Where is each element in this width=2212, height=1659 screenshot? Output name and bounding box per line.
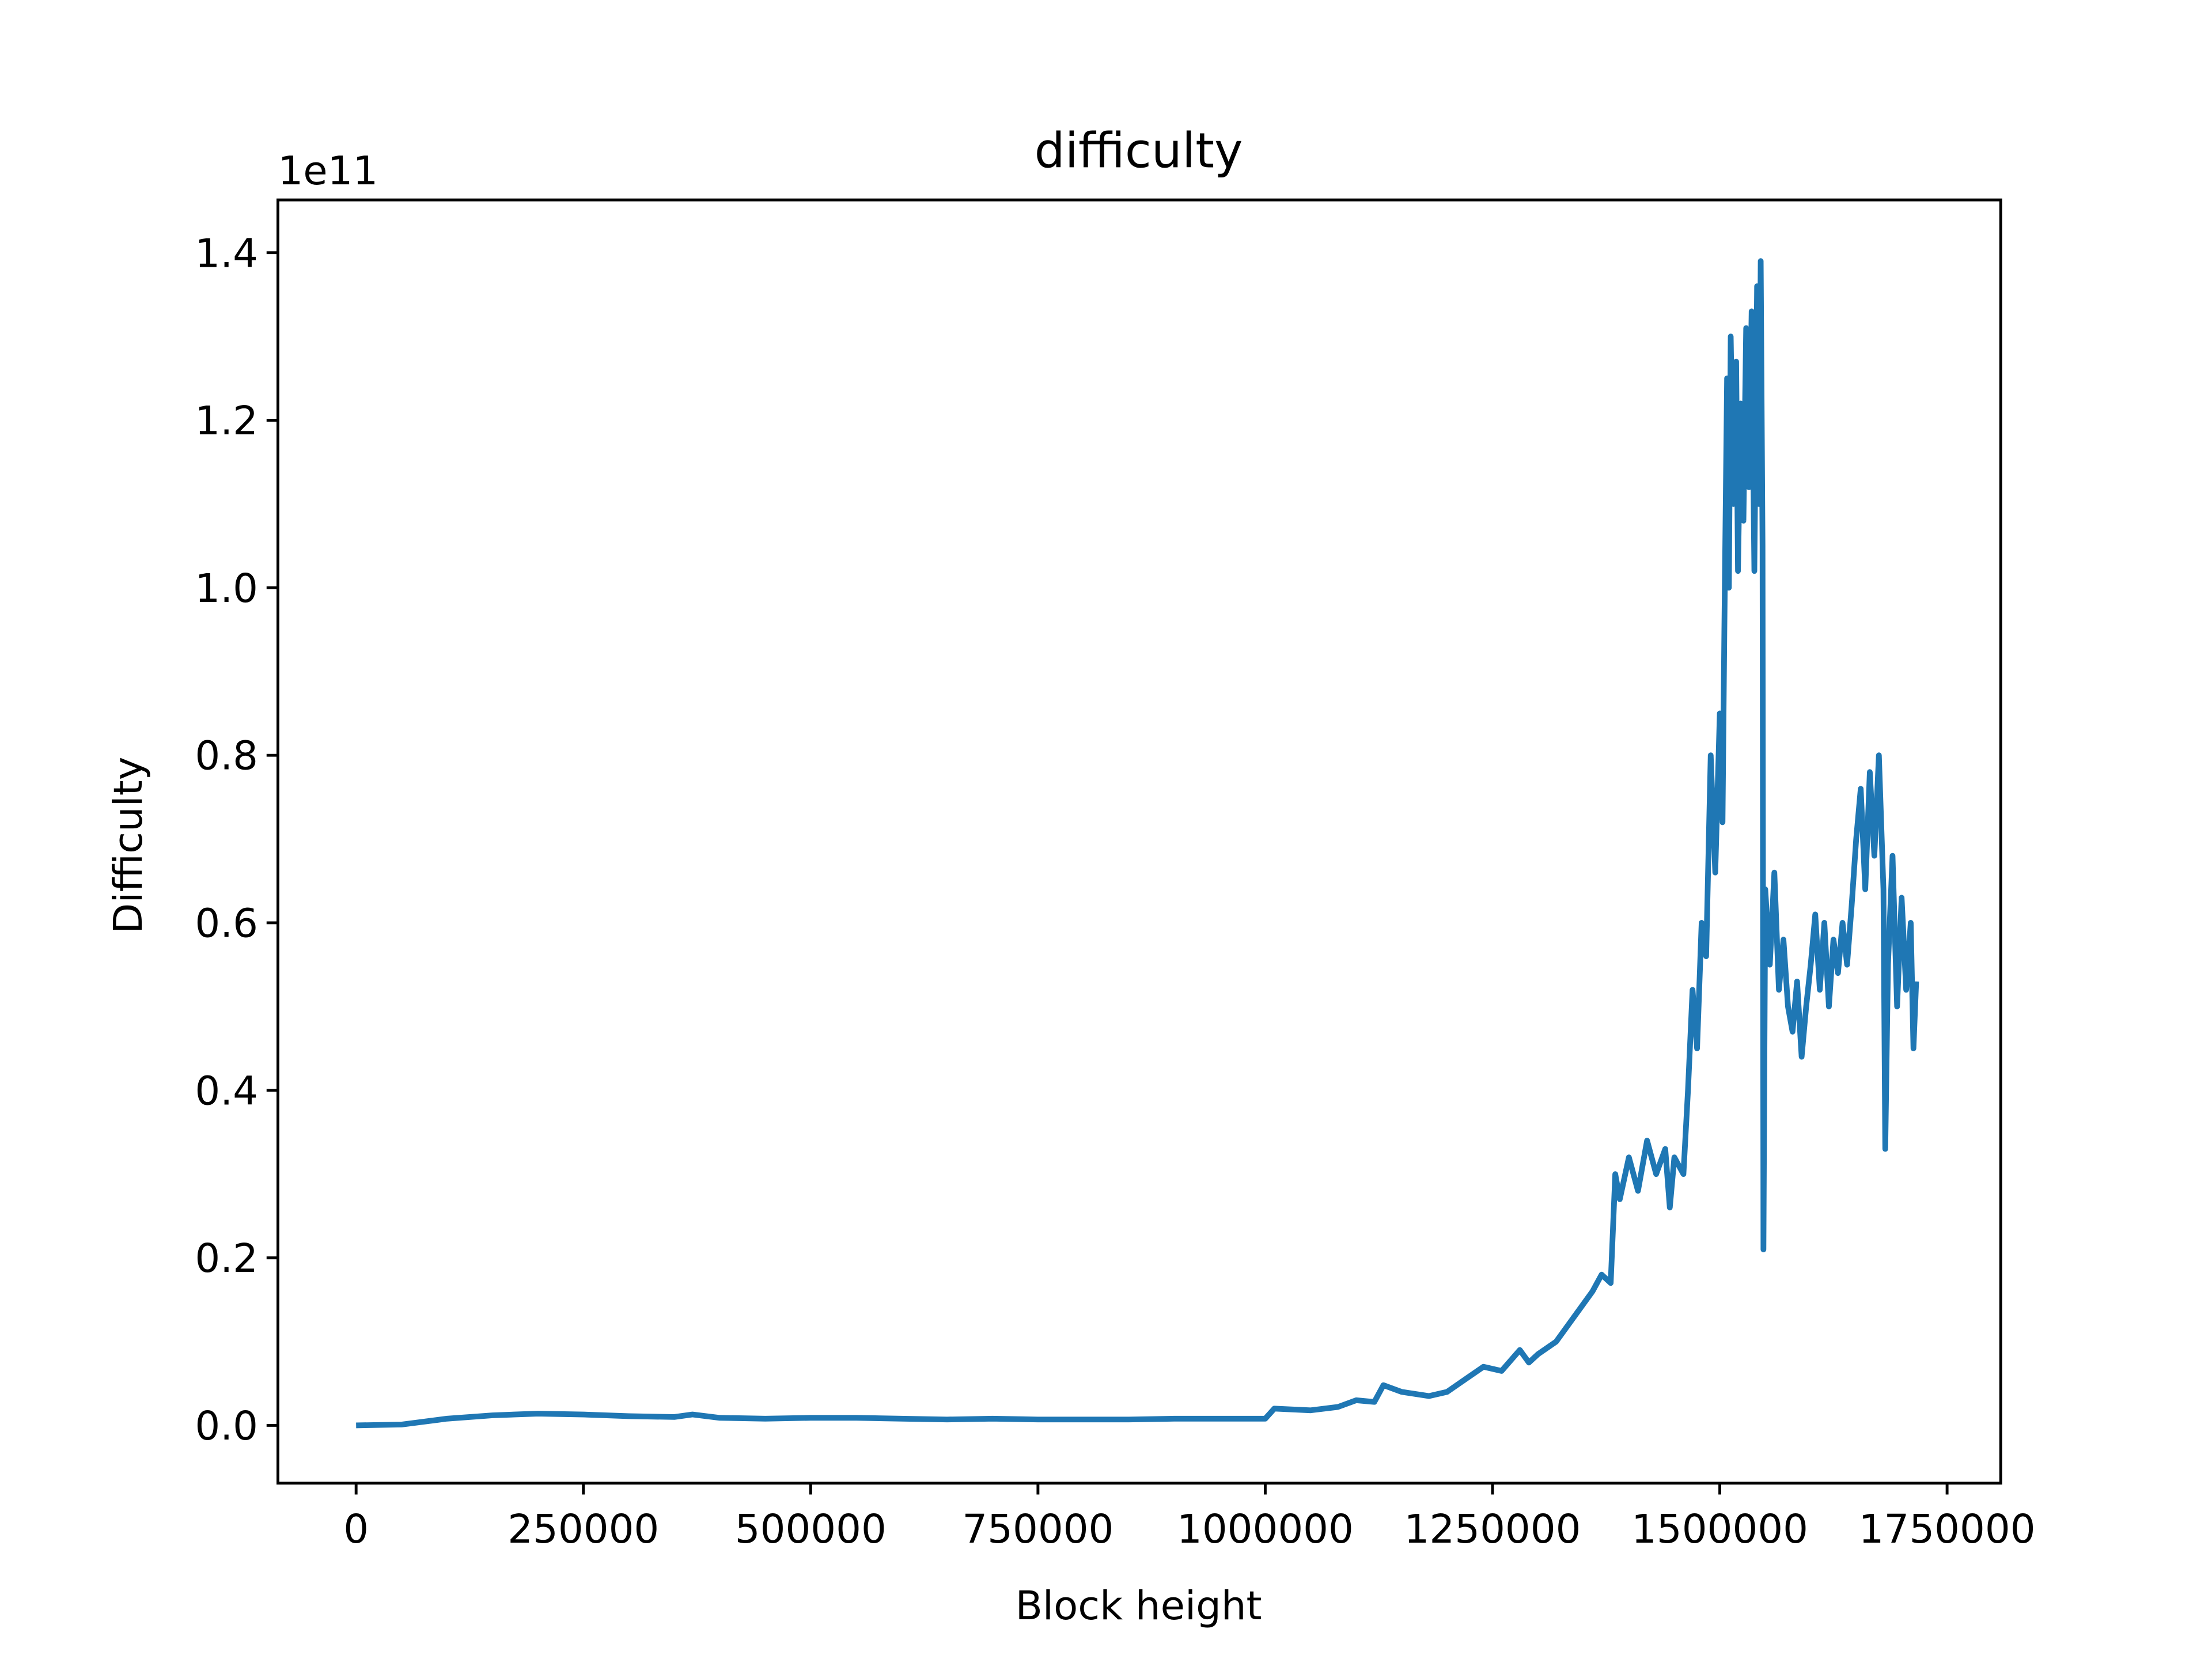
y-tick-label: 1.4 bbox=[195, 230, 258, 276]
axes-frame bbox=[276, 198, 2002, 1485]
x-tick-label: 0 bbox=[343, 1506, 369, 1552]
plot-area bbox=[356, 258, 1919, 1429]
x-axis-label: Block height bbox=[1016, 1583, 1262, 1629]
chart-title: difficulty bbox=[1035, 122, 1243, 179]
y-tick-label: 0.8 bbox=[195, 733, 258, 779]
x-tick-label: 1000000 bbox=[1177, 1506, 1354, 1552]
data-line bbox=[356, 258, 1919, 1429]
x-tick-label: 250000 bbox=[507, 1506, 659, 1552]
y-tick-label: 1.2 bbox=[195, 398, 258, 444]
y-tick-label: 0.2 bbox=[195, 1236, 258, 1282]
x-tick-label: 1750000 bbox=[1859, 1506, 2036, 1552]
y-tick-label: 0.4 bbox=[195, 1068, 258, 1114]
y-axis-label: Difficulty bbox=[105, 756, 151, 933]
x-tick-label: 1250000 bbox=[1404, 1506, 1581, 1552]
y-tick-label: 0.0 bbox=[195, 1403, 258, 1449]
y-tick-label: 0.6 bbox=[195, 901, 258, 947]
x-tick-label: 500000 bbox=[735, 1506, 887, 1552]
x-tick-label: 1500000 bbox=[1631, 1506, 1808, 1552]
y-offset-label: 1e11 bbox=[278, 148, 378, 194]
y-tick-label: 1.0 bbox=[195, 566, 258, 612]
x-tick-label: 750000 bbox=[962, 1506, 1113, 1552]
